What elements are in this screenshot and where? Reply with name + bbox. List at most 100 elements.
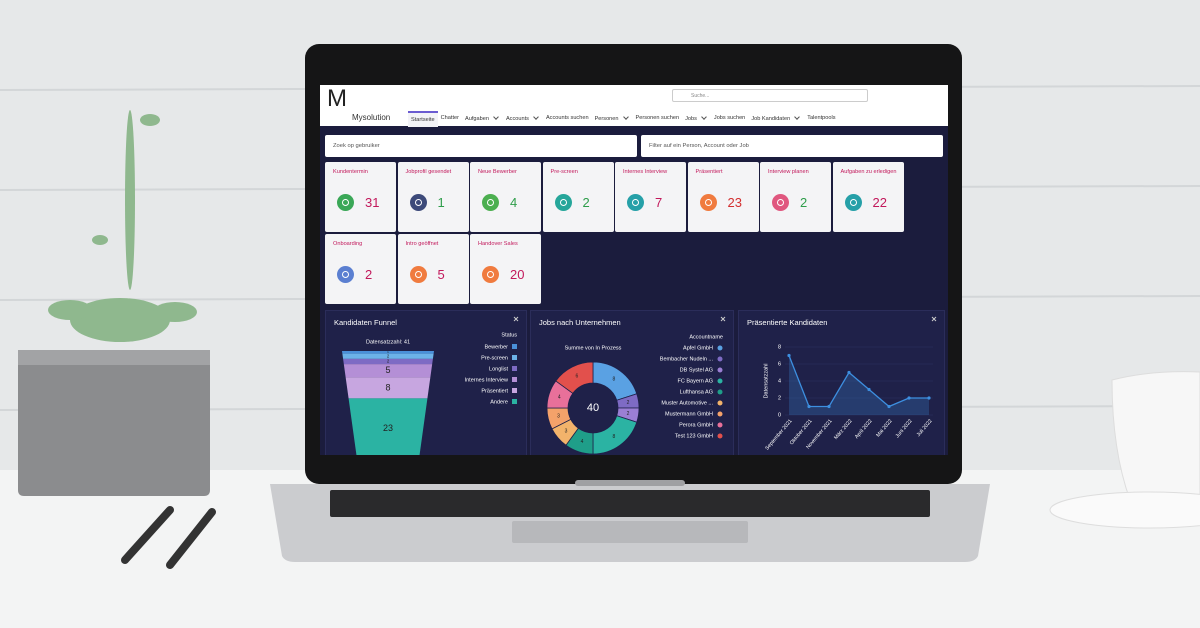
nav-bar: Startseite Chatter Aufgaben Accounts Account… <box>408 111 839 127</box>
user-filter[interactable]: Zoek op gebruiker <box>325 135 637 157</box>
funnel-segment <box>343 358 433 365</box>
header: M Mysolution Suche... Startseite Chatter A… <box>320 85 948 127</box>
funnel-segment <box>345 377 431 399</box>
legend-swatch <box>512 344 517 349</box>
legend-label: Bewerber <box>484 344 508 350</box>
kpi-tile[interactable]: Handover Sales 20 <box>470 234 541 304</box>
kpi-icon <box>409 194 427 211</box>
kpi-tile[interactable]: Interview planen 2 <box>760 162 831 232</box>
kpi-icon <box>699 194 717 211</box>
search-box[interactable]: Suche... <box>672 89 868 102</box>
line-point <box>927 396 931 400</box>
nav-item[interactable]: Accounts <box>503 111 543 127</box>
nav-label: Job Kandidaten <box>751 116 791 122</box>
kpi-value: 22 <box>872 195 887 210</box>
line-point <box>847 370 851 375</box>
kpi-tile[interactable]: Kundentermin 31 <box>325 162 396 232</box>
y-tick-label: 2 <box>778 395 781 401</box>
legend-swatch <box>512 377 517 382</box>
chart: Präsentierte Kandidaten 0 2 4 6 8 Datensatzzah… <box>747 316 937 452</box>
expand-icon <box>720 316 726 322</box>
legend-label: Präsentiert <box>481 388 508 394</box>
funnel-segment <box>343 364 433 378</box>
legend-swatch <box>512 366 517 371</box>
legend-dot <box>717 356 723 362</box>
dropdown-chevron <box>701 114 707 120</box>
kpi-tile[interactable]: Neue Bewerber 4 <box>470 162 541 232</box>
kpi-label: Pre-screen <box>550 169 578 175</box>
kpi-tile[interactable]: Internes Interview 7 <box>615 162 686 232</box>
line-point <box>907 396 911 400</box>
donut-segment <box>555 361 594 394</box>
kpi-tile[interactable]: Onboarding 2 <box>325 234 396 304</box>
legend-label: Perora GmbH <box>679 422 713 428</box>
nav-label: Startseite <box>411 117 435 123</box>
nav-label: Personen <box>594 116 619 122</box>
legend-label: Test 123 GmbH <box>675 433 713 439</box>
nav-label: Talentpools <box>807 115 836 121</box>
donut-measure: Summe von In Prozess <box>565 345 622 351</box>
nav-item[interactable]: Jobs suchen <box>711 111 748 127</box>
kpi-icon <box>482 194 499 211</box>
kpi-icon <box>627 194 644 211</box>
y-tick-label: 8 <box>778 344 781 350</box>
kpi-tile[interactable]: Pre-screen 2 <box>542 162 614 232</box>
segment-label: 2 <box>387 359 390 364</box>
nav-item[interactable]: Jobs <box>682 111 711 127</box>
nav-item[interactable]: Job Kandidaten <box>748 111 804 127</box>
kpi-tile[interactable]: Aufgaben zu erledigen 22 <box>832 162 904 232</box>
line <box>788 355 929 408</box>
y-axis-label: Datensatzzahl <box>763 364 769 399</box>
x-tick-label: Juni 2022 <box>895 418 914 439</box>
legend-dot <box>717 367 723 373</box>
nav-item[interactable]: Personen <box>592 111 633 127</box>
nav-label: Chatter <box>440 115 459 121</box>
kpi-label: Onboarding <box>333 241 363 247</box>
kpi-icon <box>554 194 572 211</box>
legend-dot <box>717 411 723 417</box>
kpi-label: Interview planen <box>768 169 809 175</box>
expand-icon <box>513 316 519 322</box>
y-tick-label: 4 <box>778 378 781 384</box>
logo: M <box>327 85 347 112</box>
nav-item[interactable]: Accounts suchen <box>543 111 592 127</box>
kpi-tile[interactable]: Intro geöffnet 5 <box>397 234 469 304</box>
kpi-value: 4 <box>510 195 518 210</box>
segment-label: 8 <box>385 382 390 392</box>
y-tick-label: 6 <box>778 361 781 367</box>
legend-dot <box>717 422 723 428</box>
segment-label: 1 <box>387 350 389 354</box>
nav-item[interactable]: Chatter <box>438 111 462 127</box>
segment-label: 6 <box>575 374 578 380</box>
segment-label: 8 <box>612 434 615 440</box>
nav-label: Jobs suchen <box>713 115 746 121</box>
chart-panel: Präsentierte Kandidaten 0 2 4 6 8 Datensatzzah… <box>738 310 945 455</box>
legend-label: Pre-screen <box>481 355 508 361</box>
kpi-value: 2 <box>800 195 808 210</box>
nav-item[interactable]: Personen suchen <box>633 111 683 127</box>
legend-dot <box>717 378 723 384</box>
funnel-segment <box>348 398 428 455</box>
legend-label: Internes Interview <box>465 377 508 383</box>
kpi-value: 2 <box>582 195 590 210</box>
kpi-label: Intro geöffnet <box>405 241 439 247</box>
legend-label: DB Systel AG <box>680 367 713 373</box>
funnel-segment <box>342 353 434 359</box>
kpi-tile[interactable]: Präsentiert 23 <box>687 162 759 232</box>
nav-item[interactable]: Startseite <box>408 111 438 127</box>
line-area <box>789 355 929 415</box>
kpi-label: Präsentiert <box>695 169 723 175</box>
x-tick-label: Mai 2022 <box>875 418 893 438</box>
nav-item[interactable]: Talentpools <box>804 111 838 127</box>
segment-label: 8 <box>612 377 615 383</box>
kpi-value: 7 <box>655 195 663 210</box>
legend-label: FC Bayern AG <box>678 378 713 384</box>
legend-swatch <box>512 399 517 404</box>
donut-total: 40 <box>587 402 599 414</box>
legend-label: Bembacher Nudeln ... <box>660 356 714 362</box>
kpi-tile[interactable]: Jobprofil gesendet 1 <box>397 162 469 232</box>
kpi-value: 5 <box>437 267 445 282</box>
nav-item[interactable]: Aufgaben <box>462 111 503 127</box>
record-filter[interactable]: Filter auf ein Person, Account oder Job <box>641 135 943 157</box>
